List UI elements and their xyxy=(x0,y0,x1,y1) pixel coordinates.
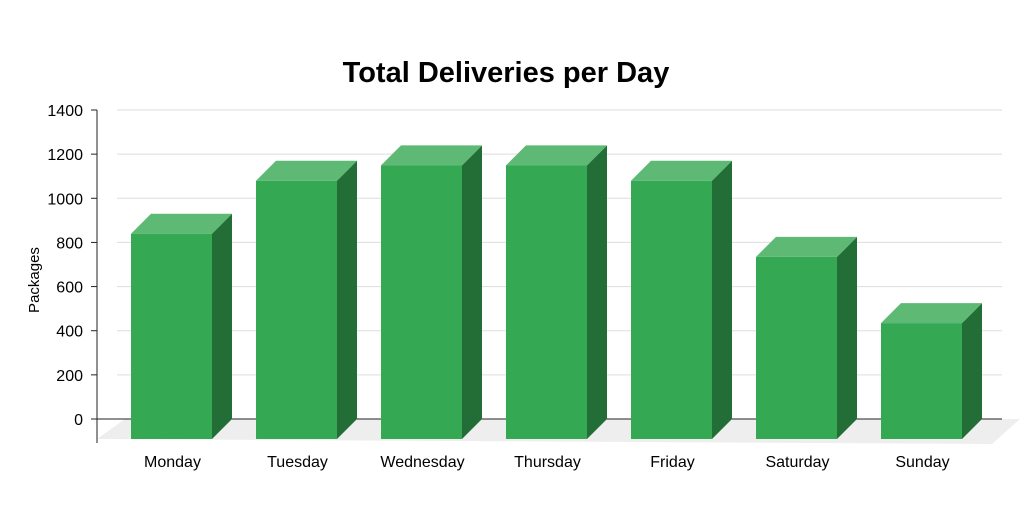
y-tick-label: 400 xyxy=(56,324,83,341)
y-tick-labels: 0 200 400 600 800 1000 1200 1400 xyxy=(47,103,83,429)
y-tick-label: 1200 xyxy=(47,147,83,164)
bar-friday xyxy=(631,160,732,439)
bar-side-face xyxy=(962,303,982,439)
bar-tuesday xyxy=(256,160,357,439)
bar-top-face xyxy=(256,160,357,181)
bar-top-face xyxy=(881,303,982,324)
x-tick-label: Sunday xyxy=(895,454,949,471)
bar-top-face xyxy=(131,213,232,234)
y-tick-label: 0 xyxy=(74,412,83,429)
y-tick-label: 600 xyxy=(56,280,83,297)
y-tick-label: 200 xyxy=(56,368,83,385)
bar-wednesday xyxy=(381,145,482,440)
bar-front-face xyxy=(506,165,587,440)
bar-side-face xyxy=(462,145,482,440)
x-tick-label: Wednesday xyxy=(380,454,464,471)
bar-side-face xyxy=(587,145,607,440)
bar-top-face xyxy=(381,145,482,166)
bar-saturday xyxy=(756,236,857,439)
bar-top-face xyxy=(631,160,732,181)
x-tick-label: Friday xyxy=(650,454,694,471)
bar-top-face xyxy=(756,236,857,257)
x-tick-label: Tuesday xyxy=(267,454,328,471)
x-tick-labels: Monday Tuesday Wednesday Thursday Friday Satu… xyxy=(144,454,950,471)
bar-front-face xyxy=(756,256,837,439)
chart-title: Total Deliveries per Day xyxy=(343,57,670,89)
x-tick-label: Saturday xyxy=(765,454,829,471)
bar-front-face xyxy=(381,165,462,440)
y-tick-label: 1000 xyxy=(47,191,83,208)
bar-front-face xyxy=(881,323,962,439)
bar-front-face xyxy=(631,180,712,439)
bar-side-face xyxy=(837,236,857,439)
x-tick-label: Thursday xyxy=(514,454,581,471)
bars xyxy=(131,145,982,440)
y-tick-label: 1400 xyxy=(47,103,83,120)
bar-front-face xyxy=(131,233,212,439)
x-tick-label: Monday xyxy=(144,454,201,471)
bar-top-face xyxy=(506,145,607,166)
bar-front-face xyxy=(256,180,337,439)
bar-sunday xyxy=(881,303,982,439)
bar-side-face xyxy=(712,160,732,439)
bar-thursday xyxy=(506,145,607,440)
y-axis-label: Packages xyxy=(26,247,43,313)
bar-side-face xyxy=(337,160,357,439)
y-tick-label: 800 xyxy=(56,235,83,252)
bar-monday xyxy=(131,213,232,439)
bar-side-face xyxy=(212,213,232,439)
